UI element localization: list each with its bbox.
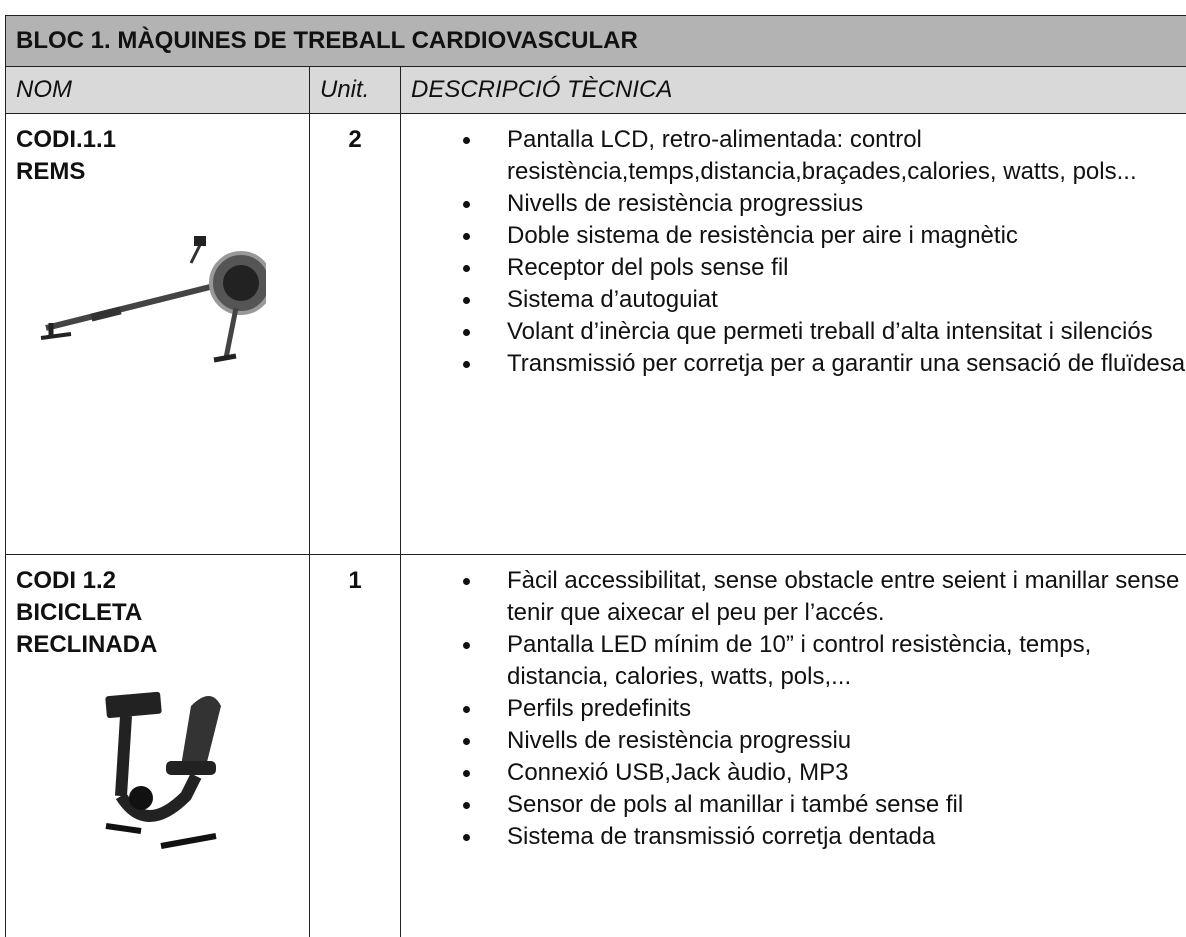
description-item: Doble sistema de resistència per aire i … — [507, 220, 1186, 252]
description-cell: Fàcil accessibilitat, sense obstacle ent… — [401, 555, 1186, 937]
column-header: Unit. — [310, 67, 401, 114]
item-code: CODI.1.1 — [16, 124, 196, 156]
name-cell: CODI.1.1 REMS — [6, 114, 310, 555]
description-item: Pantalla LCD, retro-alimentada: control … — [507, 124, 1186, 188]
name-cell: CODI 1.2 BICICLETA RECLINADA — [6, 555, 310, 937]
item-name: REMS — [16, 156, 196, 188]
column-header: NOM — [6, 67, 310, 114]
description-item: Pantalla LED mínim de 10” i control resi… — [507, 629, 1186, 693]
description-item: Perfils predefinits — [507, 693, 1186, 725]
description-item: Nivells de resistència progressiu — [507, 725, 1186, 757]
description-item: Fàcil accessibilitat, sense obstacle ent… — [507, 565, 1186, 629]
description-list: Pantalla LCD, retro-alimentada: control … — [411, 124, 1186, 380]
description-list: Fàcil accessibilitat, sense obstacle ent… — [411, 565, 1186, 853]
units: 2 — [310, 114, 401, 555]
description-cell: Pantalla LCD, retro-alimentada: control … — [401, 114, 1186, 555]
equipment-table: BLOC 1. MÀQUINES DE TREBALL CARDIOVASCUL… — [5, 15, 1186, 937]
description-item: Connexió USB,Jack àudio, MP3 — [507, 757, 1186, 789]
description-item: Sistema d’autoguiat — [507, 284, 1186, 316]
description-item: Transmissió per corretja per a garantir … — [507, 348, 1186, 380]
description-item: Nivells de resistència progressius — [507, 188, 1186, 220]
description-item: Sensor de pols al manillar i també sense… — [507, 789, 1186, 821]
description-item: Sistema de transmissió corretja dentada — [507, 821, 1186, 853]
units: 1 — [310, 555, 401, 937]
rower-image — [36, 228, 266, 378]
column-header: DESCRIPCIÓ TÈCNICA — [401, 67, 1186, 114]
table-title: BLOC 1. MÀQUINES DE TREBALL CARDIOVASCUL… — [6, 16, 1186, 67]
bike-image — [86, 686, 266, 856]
item-code: CODI 1.2 — [16, 565, 196, 597]
description-item: Receptor del pols sense fil — [507, 252, 1186, 284]
item-name: BICICLETA RECLINADA — [16, 597, 196, 661]
description-item: Volant d’inèrcia que permeti treball d’a… — [507, 316, 1186, 348]
